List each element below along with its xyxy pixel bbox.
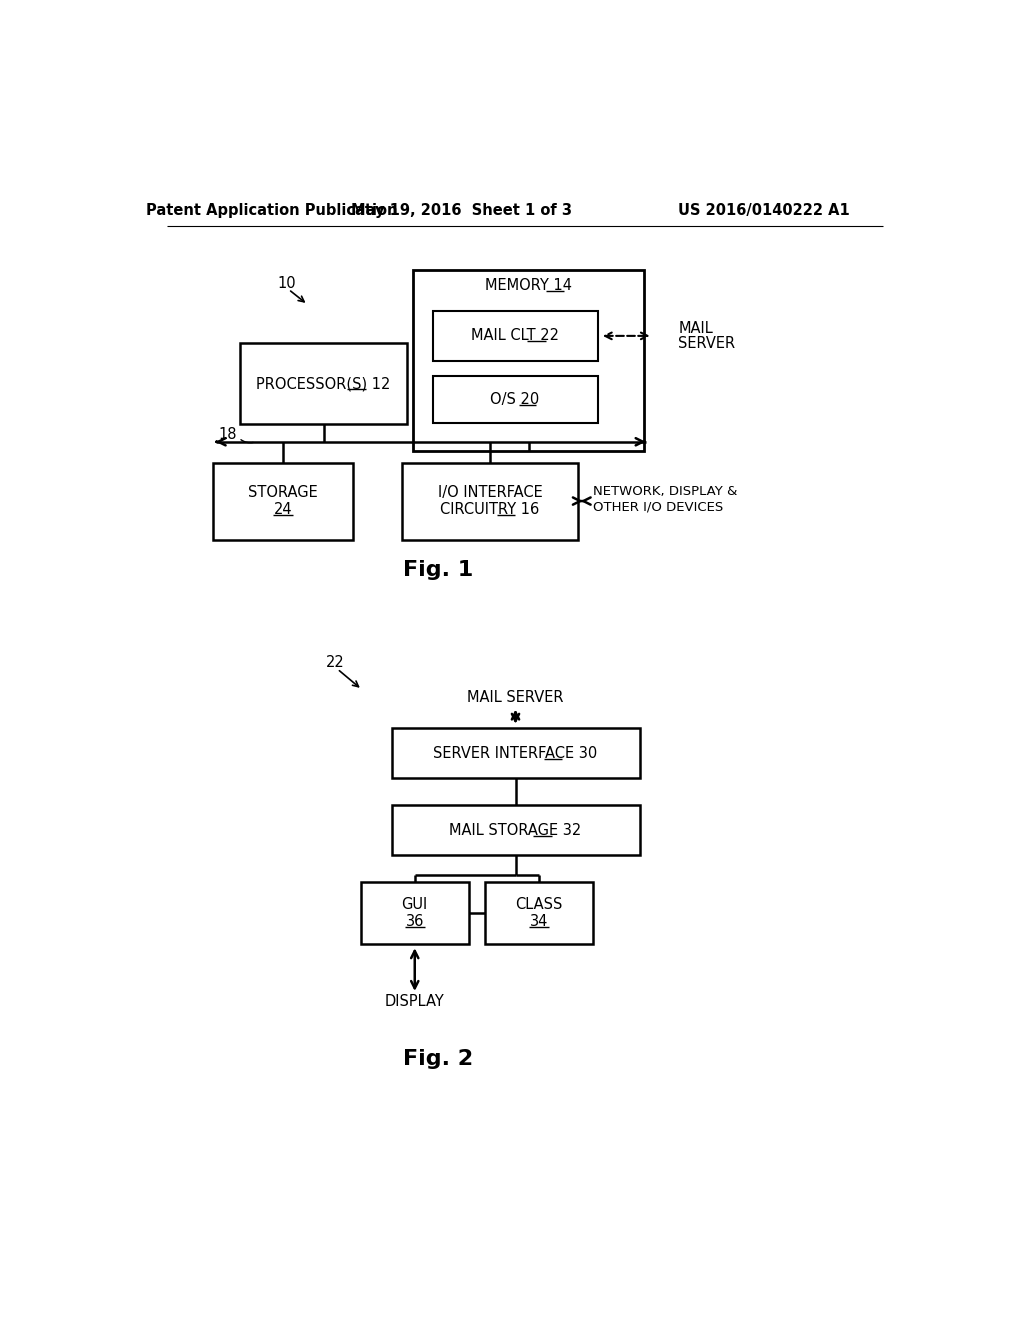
Bar bbox=[432, 376, 598, 422]
Bar bbox=[391, 805, 640, 855]
Text: 18: 18 bbox=[218, 426, 237, 442]
Text: 22: 22 bbox=[326, 655, 344, 671]
Bar bbox=[401, 462, 579, 540]
Text: I/O INTERFACE
CIRCUITRY 16: I/O INTERFACE CIRCUITRY 16 bbox=[437, 484, 543, 517]
Text: US 2016/0140222 A1: US 2016/0140222 A1 bbox=[678, 203, 849, 218]
Bar bbox=[432, 312, 598, 360]
Text: OTHER I/O DEVICES: OTHER I/O DEVICES bbox=[593, 500, 723, 513]
Text: SERVER INTERFACE 30: SERVER INTERFACE 30 bbox=[433, 746, 598, 760]
Text: MAIL STORAGE 32: MAIL STORAGE 32 bbox=[450, 822, 582, 838]
Text: MAIL: MAIL bbox=[678, 321, 713, 337]
Bar bbox=[241, 343, 407, 424]
Text: CLASS
34: CLASS 34 bbox=[515, 896, 562, 929]
Text: MAIL CLT 22: MAIL CLT 22 bbox=[471, 329, 559, 343]
Text: O/S 20: O/S 20 bbox=[490, 392, 540, 407]
Text: Patent Application Publication: Patent Application Publication bbox=[145, 203, 397, 218]
Bar bbox=[213, 462, 352, 540]
Text: MAIL SERVER: MAIL SERVER bbox=[467, 690, 564, 705]
Text: PROCESSOR(S) 12: PROCESSOR(S) 12 bbox=[256, 376, 391, 391]
Bar bbox=[391, 729, 640, 779]
Text: May 19, 2016  Sheet 1 of 3: May 19, 2016 Sheet 1 of 3 bbox=[351, 203, 571, 218]
Text: GUI
36: GUI 36 bbox=[401, 896, 428, 929]
Text: Fig. 1: Fig. 1 bbox=[402, 561, 473, 581]
Bar bbox=[360, 882, 469, 944]
Bar bbox=[484, 882, 593, 944]
Bar bbox=[414, 271, 644, 451]
Text: MEMORY 14: MEMORY 14 bbox=[485, 279, 572, 293]
Text: 10: 10 bbox=[278, 276, 296, 290]
Text: SERVER: SERVER bbox=[678, 337, 735, 351]
Text: STORAGE
24: STORAGE 24 bbox=[248, 484, 317, 517]
Text: DISPLAY: DISPLAY bbox=[385, 994, 444, 1008]
Text: NETWORK, DISPLAY &: NETWORK, DISPLAY & bbox=[593, 484, 737, 498]
Text: Fig. 2: Fig. 2 bbox=[402, 1049, 473, 1069]
